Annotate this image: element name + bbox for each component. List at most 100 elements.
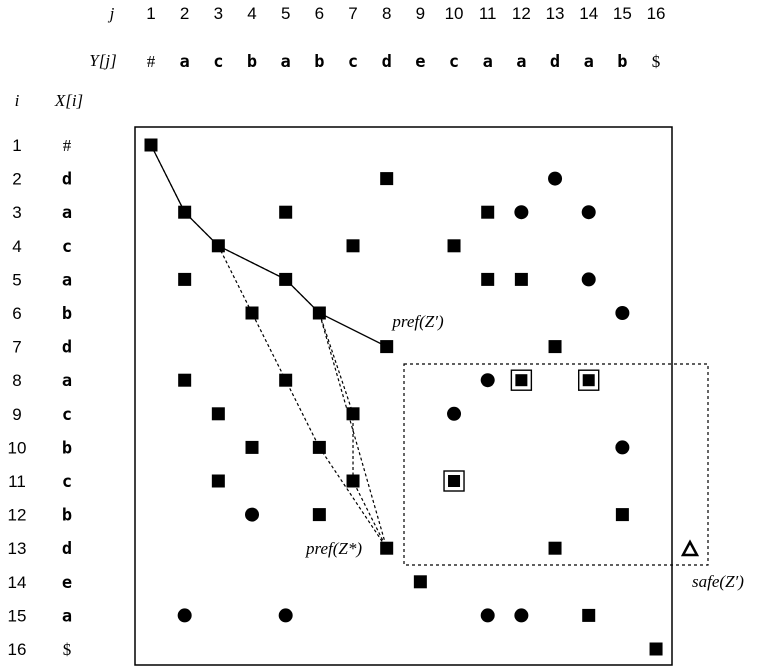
square-mark (312, 440, 326, 454)
framed-square-mark (582, 374, 595, 387)
x-char: a (62, 371, 72, 391)
square-mark (346, 474, 360, 488)
row-number: 15 (8, 606, 27, 625)
y-char: d (550, 52, 560, 72)
square-mark (312, 306, 326, 320)
square-mark (447, 239, 461, 253)
i-axis-label: i (15, 91, 20, 110)
circle-mark (615, 440, 630, 455)
x-char: d (62, 338, 72, 358)
dotted-path (318, 312, 388, 549)
x-char: $ (63, 640, 72, 659)
row-number: 11 (8, 472, 26, 491)
column-number: 6 (315, 4, 324, 23)
square-mark (178, 272, 192, 286)
pref-z-star-label: pref(Z*) (305, 539, 362, 558)
circle-mark (447, 406, 462, 421)
column-number: 2 (180, 4, 189, 23)
column-number: 7 (348, 4, 357, 23)
x-char: d (62, 539, 72, 559)
y-char: b (617, 52, 627, 72)
square-mark (245, 306, 259, 320)
x-char: b (62, 506, 72, 526)
y-char: a (516, 52, 526, 72)
circle-mark (514, 205, 529, 220)
column-number: 8 (382, 4, 391, 23)
circle-mark (245, 507, 260, 522)
circle-mark (278, 608, 293, 623)
column-number: 11 (479, 4, 497, 23)
x-char: b (62, 304, 72, 324)
y-char: e (415, 52, 425, 72)
column-number: 5 (281, 4, 290, 23)
y-char: $ (652, 52, 661, 71)
square-mark (582, 608, 596, 622)
j-axis-label: j (108, 4, 115, 23)
y-char: a (483, 52, 493, 72)
circle-mark (480, 608, 495, 623)
circle-mark (480, 373, 495, 388)
square-mark (413, 575, 427, 589)
y-char: a (180, 52, 190, 72)
dotted-path (217, 245, 388, 549)
safe-z-prime-label: safe(Z′) (692, 572, 744, 591)
x-sequence-label: X[i] (54, 91, 83, 110)
column-number: 15 (613, 4, 632, 23)
x-char: a (62, 270, 72, 290)
square-mark (346, 407, 360, 421)
x-char: b (62, 438, 72, 458)
row-number: 9 (12, 405, 21, 424)
x-char: a (62, 203, 72, 223)
row-number: 13 (8, 539, 27, 558)
column-number: 14 (579, 4, 598, 23)
square-mark (481, 205, 495, 219)
column-number: 3 (214, 4, 223, 23)
row-number: 5 (12, 270, 21, 289)
framed-square-mark (448, 475, 461, 487)
x-char: # (63, 136, 72, 155)
safe-region-box (403, 363, 709, 566)
row-number: 7 (12, 338, 21, 357)
square-mark (245, 440, 259, 454)
square-mark (380, 340, 394, 354)
y-char: # (147, 52, 156, 71)
column-number: 12 (512, 4, 531, 23)
square-mark (514, 272, 528, 286)
x-char: a (62, 606, 72, 626)
column-number: 10 (445, 4, 464, 23)
circle-mark (581, 205, 596, 220)
square-mark (649, 642, 663, 656)
row-number: 12 (8, 506, 27, 525)
square-mark (279, 272, 293, 286)
square-mark (380, 172, 394, 186)
x-char: c (62, 237, 72, 257)
triangle-marker (680, 539, 700, 557)
y-char: b (314, 52, 324, 72)
circle-mark (514, 608, 529, 623)
square-mark (346, 239, 360, 253)
marks-layer (144, 138, 663, 656)
square-mark (279, 373, 293, 387)
square-mark (380, 541, 394, 555)
grid-frame (134, 126, 673, 666)
x-char: c (62, 405, 72, 425)
square-mark (178, 205, 192, 219)
column-number: 4 (247, 4, 256, 23)
solid-path (150, 144, 387, 348)
column-number: 1 (146, 4, 155, 23)
circle-mark (615, 306, 630, 320)
square-mark (615, 508, 629, 522)
pref-z-prime-label: pref(Z′) (391, 312, 444, 331)
y-sequence-label: Y[j] (89, 51, 116, 70)
square-mark (312, 508, 326, 522)
column-numbers: 1 2 3 4 5 6 7 8 9 10 11 12 13 14 15 16 (146, 4, 665, 23)
x-char: e (62, 573, 72, 593)
row-number: 2 (12, 170, 21, 189)
square-mark (548, 541, 562, 555)
row-number: 14 (8, 573, 27, 592)
y-char: c (348, 52, 358, 72)
square-mark (481, 272, 495, 286)
